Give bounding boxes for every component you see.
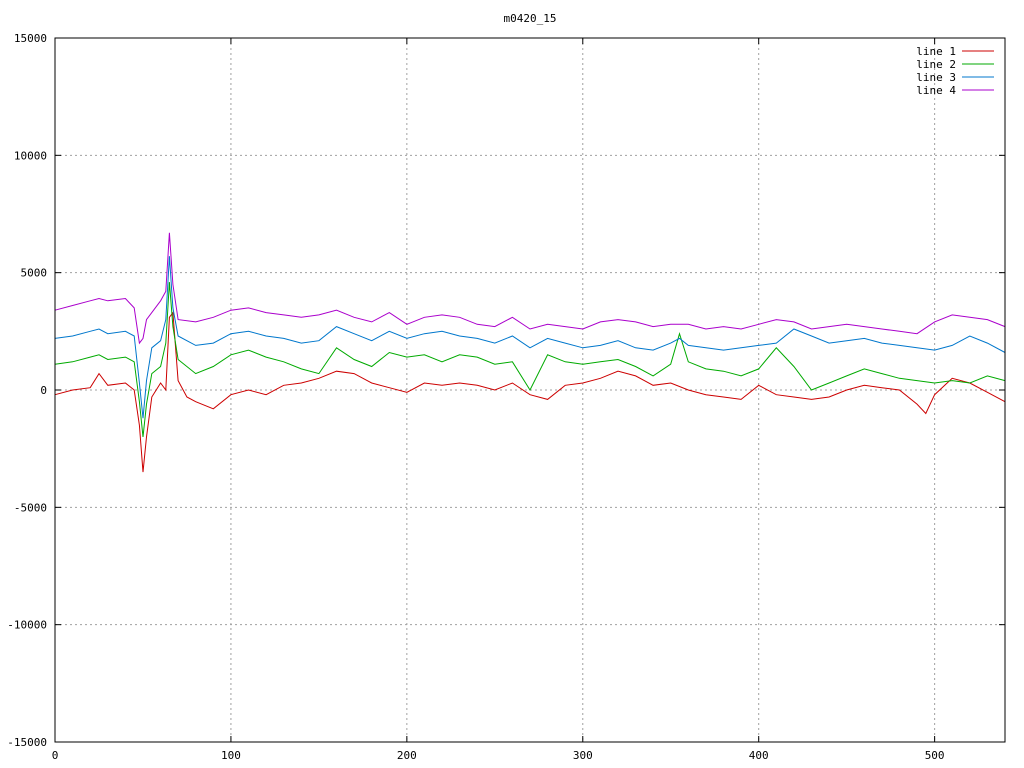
y-tick-label: -10000: [7, 619, 47, 632]
plot-frame: [54, 37, 1006, 743]
series-line-3: [54, 256, 1006, 419]
y-tick-label: 5000: [21, 267, 48, 280]
grid-lines: [55, 38, 1005, 742]
y-tick-label: 10000: [14, 149, 47, 162]
legend-label-2: line 2: [916, 58, 956, 71]
x-tick-label: 0: [52, 749, 59, 762]
y-tick-label: -15000: [7, 736, 47, 749]
legend-label-4: line 4: [916, 84, 956, 97]
series-line-1: [54, 311, 1006, 473]
x-tick-label: 500: [925, 749, 945, 762]
y-tick-label: -5000: [14, 501, 47, 514]
x-axis-ticks: 0 100 200 300 400 500: [52, 38, 945, 762]
y-tick-label: 0: [40, 384, 47, 397]
x-tick-label: 100: [221, 749, 241, 762]
chart-title: m0420_15: [504, 12, 557, 25]
x-tick-label: 400: [749, 749, 769, 762]
series-line-4: [54, 232, 1006, 345]
x-tick-label: 200: [397, 749, 417, 762]
series-group: [54, 232, 1006, 473]
y-tick-label: 15000: [14, 32, 47, 45]
legend-label-3: line 3: [916, 71, 956, 84]
y-axis-ticks: -15000 -10000 -5000 0 5000 10000 15000: [7, 32, 1005, 749]
legend-label-1: line 1: [916, 45, 956, 58]
series-line-2: [54, 282, 1006, 437]
x-tick-label: 300: [573, 749, 593, 762]
